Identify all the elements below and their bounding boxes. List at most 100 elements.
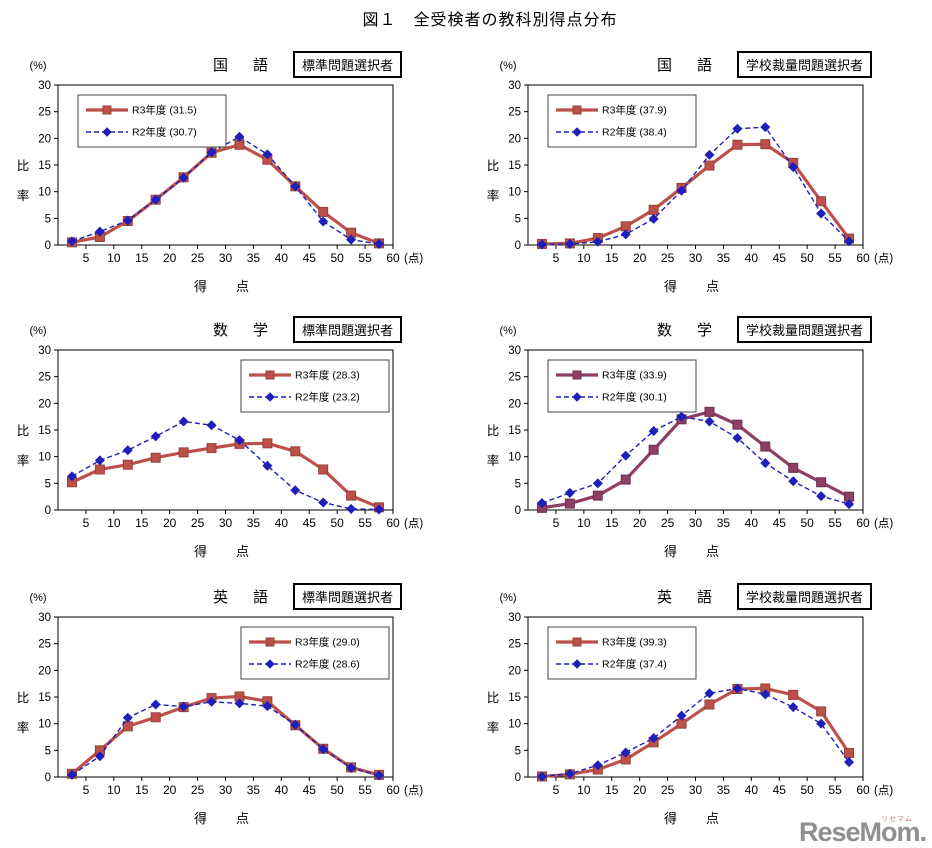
watermark-ruby: リセマム xyxy=(881,816,913,823)
x-unit-label: (点) xyxy=(874,784,893,797)
r3-series xyxy=(66,438,385,513)
r2-line xyxy=(541,126,850,246)
y-tick-label: 30 xyxy=(38,345,51,357)
r2-diamond-marker xyxy=(676,411,687,422)
r2-diamond-marker xyxy=(122,445,133,456)
x-unit-label: (点) xyxy=(404,517,423,530)
r2-diamond-marker xyxy=(704,416,715,427)
x-axis-title: 得 点 xyxy=(194,544,257,559)
y-tick-label: 0 xyxy=(45,240,51,252)
r2-diamond-marker xyxy=(760,689,771,700)
x-tick-label: 55 xyxy=(358,783,372,797)
r2-diamond-marker xyxy=(94,226,105,237)
y-tick-label: 10 xyxy=(38,452,51,464)
x-tick-label: 10 xyxy=(577,783,591,797)
x-tick-label: 25 xyxy=(661,251,675,265)
x-tick-label: 45 xyxy=(773,251,787,265)
x-tick-label: 45 xyxy=(773,516,787,530)
y-axis-title-char: 比 xyxy=(17,424,30,438)
x-tick-label: 20 xyxy=(163,516,177,530)
r3-square-marker xyxy=(704,699,715,710)
x-tick-label: 5 xyxy=(553,516,560,530)
x-tick-label: 60 xyxy=(386,251,400,265)
r2-diamond-marker xyxy=(676,185,687,196)
r2-diamond-marker xyxy=(178,701,189,712)
x-tick-label: 35 xyxy=(717,516,731,530)
y-tick-label: 15 xyxy=(508,160,521,172)
x-tick-label: 55 xyxy=(828,783,842,797)
r2-diamond-marker xyxy=(346,234,357,245)
x-tick-label: 45 xyxy=(773,783,787,797)
r3-line xyxy=(541,142,851,246)
x-tick-label: 30 xyxy=(689,251,703,265)
y-tick-label: 30 xyxy=(38,612,51,624)
chart-header: 国 語 学校裁量問題選択者 xyxy=(478,51,872,78)
x-tick-label: 60 xyxy=(386,516,400,530)
r2-diamond-marker xyxy=(346,503,357,514)
x-axis-title: 得 点 xyxy=(664,544,727,559)
r2-diamond-marker xyxy=(844,757,855,768)
chart-kokugo-standard: 国 語 標準問題選択者 0 5 10 15 20 25 30 (%) 比率 5 10 15 20 25 30… xyxy=(8,50,460,312)
r3-square-marker xyxy=(816,706,827,717)
x-tick-label: 30 xyxy=(219,783,233,797)
y-tick-label: 25 xyxy=(508,372,521,384)
chart-subject: 英 語 xyxy=(212,589,273,606)
r3-square-marker xyxy=(788,689,799,700)
y-axis-title-char: 比 xyxy=(17,159,30,173)
legend-box xyxy=(547,359,697,413)
r2-diamond-marker xyxy=(265,659,275,669)
x-tick-label: 60 xyxy=(856,251,870,265)
r3-square-marker xyxy=(290,446,301,457)
y-unit-label: (%) xyxy=(29,325,46,337)
x-tick-label: 45 xyxy=(303,516,317,530)
r2-diamond-marker xyxy=(620,450,631,461)
y-axis: 0 5 10 15 20 25 30 (%) 比率 xyxy=(17,60,58,252)
y-tick-label: 30 xyxy=(508,612,521,624)
r2-diamond-marker xyxy=(290,181,301,192)
r2-diamond-marker xyxy=(178,172,189,183)
y-tick-label: 20 xyxy=(38,665,51,677)
r2-diamond-marker xyxy=(234,131,245,142)
r2-diamond-marker xyxy=(620,229,631,240)
chart-canvas: 0 5 10 15 20 25 30 (%) 比率 5 10 15 20 25 30 35 40 45 50 55 60… xyxy=(487,325,894,559)
y-tick-label: 15 xyxy=(38,692,51,704)
y-tick-label: 0 xyxy=(515,240,521,252)
r2-diamond-marker xyxy=(648,733,659,744)
y-tick-label: 0 xyxy=(515,772,521,784)
legend-label: R3年度 (28.3) xyxy=(295,369,360,382)
legend: R3年度 (28.3) R2年度 (23.2) xyxy=(240,359,390,413)
r2-diamond-marker xyxy=(844,499,855,510)
chart-canvas: 0 5 10 15 20 25 30 (%) 比率 5 10 15 20 25 30 35 40 45 50 55 60… xyxy=(17,60,424,294)
selector-label-box: 標準問題選択者 xyxy=(292,583,402,610)
chart-header: 数 学 学校裁量問題選択者 xyxy=(478,316,872,343)
legend-label: R2年度 (28.6) xyxy=(295,658,360,671)
r3-square-marker xyxy=(844,748,855,758)
x-axis-title: 得 点 xyxy=(194,279,257,294)
r2-diamond-marker xyxy=(150,194,161,205)
r3-square-marker xyxy=(760,441,771,452)
x-tick-label: 15 xyxy=(605,516,619,530)
r2-diamond-marker xyxy=(262,460,273,471)
y-tick-label: 25 xyxy=(38,372,51,384)
x-axis-title: 得 点 xyxy=(194,811,257,826)
x-tick-label: 60 xyxy=(386,783,400,797)
r2-diamond-marker xyxy=(290,485,301,496)
x-tick-label: 35 xyxy=(247,516,261,530)
y-tick-label: 25 xyxy=(38,107,51,119)
y-axis-title-char: 率 xyxy=(487,188,500,203)
y-tick-label: 25 xyxy=(508,107,521,119)
r3-square-marker xyxy=(94,464,105,475)
legend-box xyxy=(547,626,697,680)
r3-series xyxy=(536,139,855,249)
x-tick-label: 20 xyxy=(633,516,647,530)
r2-diamond-marker xyxy=(262,149,273,160)
x-tick-label: 40 xyxy=(275,251,289,265)
x-unit-label: (点) xyxy=(404,784,423,797)
chart-canvas: 0 5 10 15 20 25 30 (%) 比率 5 10 15 20 25 30 35 40 45 50 55 60… xyxy=(487,592,894,826)
y-axis-title-char: 率 xyxy=(487,453,500,468)
x-axis: 5 10 15 20 25 30 35 40 45 50 55 60 (点) 得 点 xyxy=(83,510,423,559)
legend-label: R2年度 (23.2) xyxy=(295,391,360,404)
r3-square-marker xyxy=(816,196,827,207)
r3-square-marker xyxy=(648,444,659,455)
r2-diamond-marker xyxy=(788,162,799,173)
